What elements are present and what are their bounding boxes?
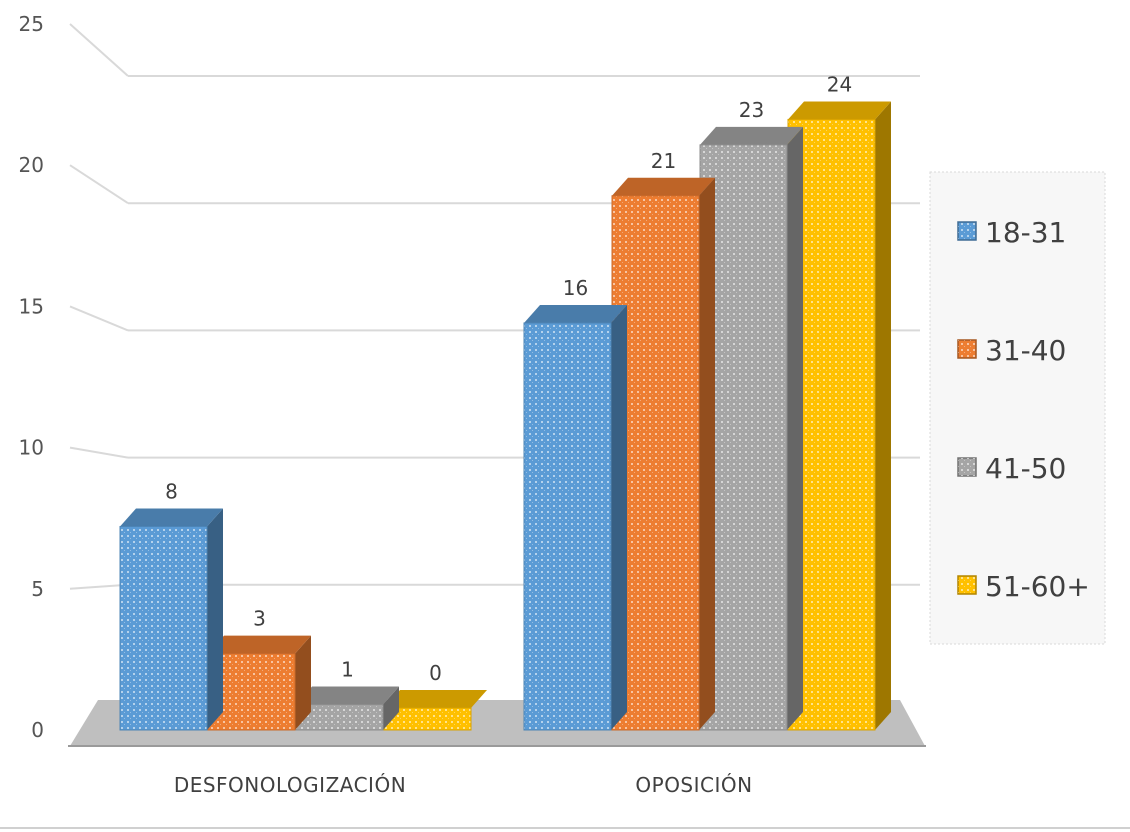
category-label: OPOSICIÓN xyxy=(635,773,752,797)
data-label: 8 xyxy=(165,479,178,503)
bar-51-60+-DESFONOLOGIZACIÓN xyxy=(383,690,487,731)
data-label: 1 xyxy=(341,658,354,682)
bars xyxy=(119,101,891,731)
data-label: 0 xyxy=(429,661,442,685)
bar-top xyxy=(700,126,803,145)
bar-texture xyxy=(524,322,611,730)
y-tick-label: 5 xyxy=(31,577,44,601)
bar-outline xyxy=(523,322,612,731)
legend-swatch-texture xyxy=(958,222,976,240)
legend-label: 18-31 xyxy=(985,216,1066,249)
data-label: 16 xyxy=(563,276,588,300)
bar-18-31-DESFONOLOGIZACIÓN xyxy=(119,508,223,731)
data-label: 24 xyxy=(827,72,852,96)
bar-top xyxy=(524,304,627,323)
legend-item-31-40: 31-40 xyxy=(957,334,1066,367)
legend: 18-31 31-40 41-50 51-60+ xyxy=(929,171,1106,645)
y-tick-label: 0 xyxy=(31,718,44,742)
bar-51-60+-OPOSICIÓN xyxy=(787,101,891,731)
bar-31-40-OPOSICIÓN xyxy=(611,177,715,731)
bar-side xyxy=(875,101,891,730)
bar-top xyxy=(384,690,487,708)
gridline-side xyxy=(69,583,129,590)
bar-side xyxy=(611,304,627,730)
y-tick-label: 25 xyxy=(19,12,44,36)
bar-41-50-OPOSICIÓN xyxy=(699,126,803,731)
gridline-side xyxy=(69,446,129,459)
legend-label: 51-60+ xyxy=(985,570,1090,603)
bar-side xyxy=(207,508,223,730)
bar-side xyxy=(295,635,311,730)
bar-side xyxy=(787,126,803,730)
bar-top xyxy=(120,508,223,527)
bar-top xyxy=(788,101,891,120)
legend-item-51-60+: 51-60+ xyxy=(957,570,1090,603)
legend-item-41-50: 41-50 xyxy=(957,452,1066,485)
y-axis: 0 5 10 15 20 25 xyxy=(19,12,44,742)
legend-swatch-texture xyxy=(958,340,976,358)
legend-box xyxy=(929,171,1106,645)
gridline-side xyxy=(69,305,129,332)
x-axis: DESFONOLOGIZACIÓN OPOSICIÓN xyxy=(174,773,752,797)
gridline-side xyxy=(69,23,129,77)
category-label: DESFONOLOGIZACIÓN xyxy=(174,773,406,797)
data-label: 3 xyxy=(253,607,266,631)
data-labels: 0 1 3 8 24 23 21 16 xyxy=(165,72,852,685)
legend-swatch-texture xyxy=(958,458,976,476)
legend-label: 41-50 xyxy=(985,452,1066,485)
y-tick-label: 15 xyxy=(19,294,44,318)
legend-item-18-31: 18-31 xyxy=(957,216,1066,249)
bar-side xyxy=(383,686,399,730)
bar-texture xyxy=(120,526,207,730)
bar-top xyxy=(612,177,715,196)
bar-18-31-OPOSICIÓN xyxy=(523,304,627,731)
legend-label: 31-40 xyxy=(985,334,1066,367)
gridline-side xyxy=(69,164,129,205)
bar-texture xyxy=(384,708,471,730)
bar-31-40-DESFONOLOGIZACIÓN xyxy=(207,635,311,731)
bar-top xyxy=(296,686,399,705)
bar-41-50-DESFONOLOGIZACIÓN xyxy=(295,686,399,731)
y-tick-label: 20 xyxy=(19,153,44,177)
bar-top xyxy=(208,635,311,654)
data-label: 23 xyxy=(739,98,764,122)
bar-side xyxy=(699,177,715,730)
legend-swatch-texture xyxy=(958,576,976,594)
bar-outline xyxy=(119,525,208,731)
y-tick-label: 10 xyxy=(19,436,44,460)
data-label: 21 xyxy=(651,149,676,173)
